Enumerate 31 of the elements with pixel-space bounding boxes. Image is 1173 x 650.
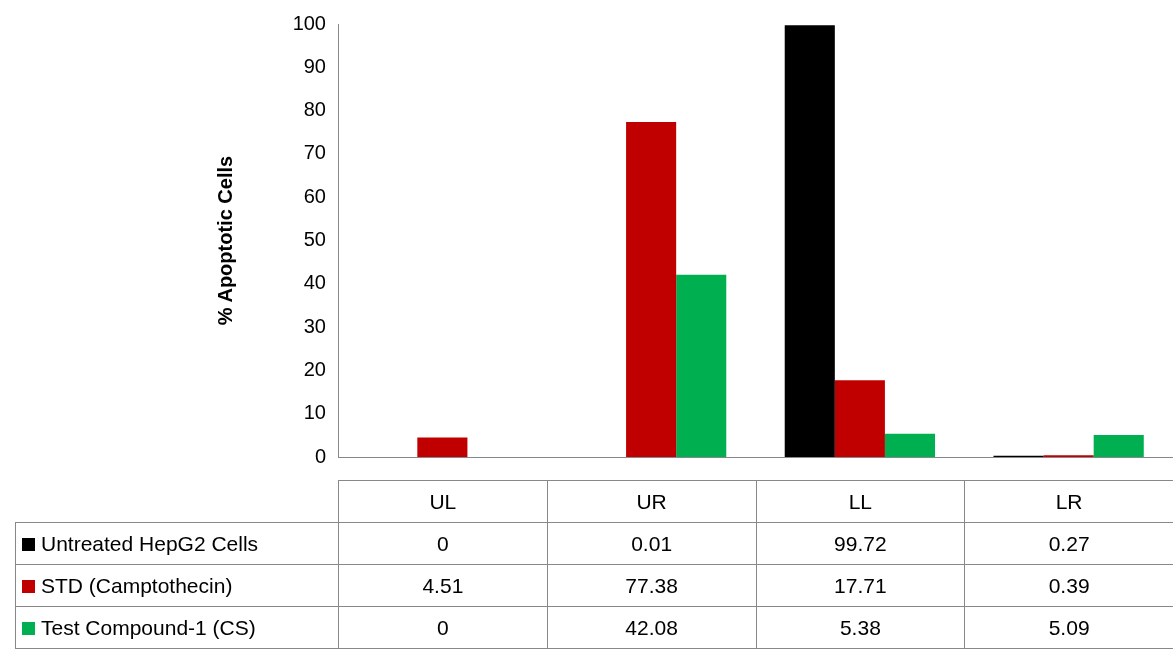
data-label: 0 — [338, 522, 548, 565]
x-tick-label: UL — [338, 480, 548, 523]
x-tick-label: LR — [964, 480, 1173, 523]
x-tick-label: UR — [547, 480, 756, 523]
y-tick-label: 80 — [303, 98, 326, 121]
data-label: 0 — [338, 606, 548, 649]
data-label: 0.27 — [964, 522, 1173, 565]
y-tick-label: 0 — [314, 444, 326, 467]
data-label: 77.38 — [547, 564, 756, 607]
data-label: 5.09 — [964, 606, 1173, 649]
legend-label: STD (Camptothecin) — [41, 573, 233, 597]
data-label: 42.08 — [547, 606, 756, 649]
y-tick-label: 60 — [303, 184, 326, 207]
x-tick-label: LL — [756, 480, 965, 523]
legend-label: Untreated HepG2 Cells — [41, 531, 259, 555]
y-tick-label: 20 — [303, 357, 326, 380]
data-label: 17.71 — [756, 564, 965, 607]
y-tick-label: 30 — [303, 314, 326, 337]
data-label: 5.38 — [756, 606, 965, 649]
y-tick-label: 100 — [292, 11, 326, 34]
y-tick-label: 10 — [303, 401, 326, 424]
legend-label: Test Compound-1 (CS) — [41, 615, 256, 639]
y-tick-label: 40 — [303, 271, 326, 294]
data-label: 0.39 — [964, 564, 1173, 607]
data-label: 4.51 — [338, 564, 548, 607]
y-tick-label: 90 — [303, 54, 326, 77]
y-axis-title: % Apoptotic Cells — [213, 155, 236, 326]
y-tick-label: 70 — [303, 141, 326, 164]
data-label: 0.01 — [547, 522, 756, 565]
y-tick-label: 50 — [303, 228, 326, 251]
data-label: 99.72 — [756, 522, 965, 565]
